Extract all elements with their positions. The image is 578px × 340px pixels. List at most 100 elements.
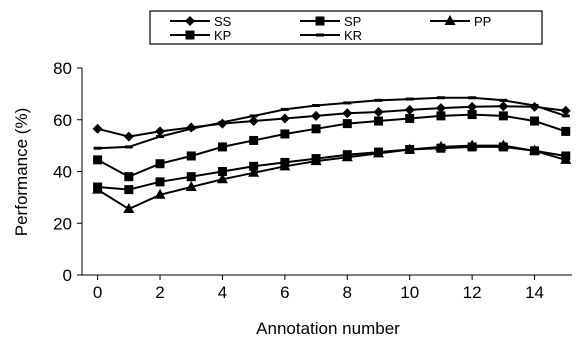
- data-point-ss: [311, 110, 322, 121]
- data-point-pp: [123, 203, 135, 214]
- data-point-kr: [218, 120, 227, 124]
- series-line-pp: [97, 144, 567, 211]
- data-point-kr: [249, 114, 258, 118]
- data-point-kp: [405, 113, 415, 123]
- y-tick-label: 40: [53, 163, 72, 182]
- data-point-ss: [404, 104, 415, 115]
- data-point-sp: [124, 185, 134, 195]
- legend-item-pp: PP: [430, 14, 491, 29]
- data-point-ss: [248, 116, 259, 127]
- legend-box: [149, 10, 543, 45]
- data-point-kr: [93, 146, 102, 150]
- series-line-kr: [97, 96, 567, 150]
- legend-label: KP: [214, 28, 231, 43]
- data-point-kr: [405, 97, 414, 101]
- data-point-pp: [310, 155, 322, 166]
- y-tick-label: 20: [53, 214, 72, 233]
- data-point-kp: [217, 142, 227, 152]
- data-point-kp: [93, 155, 103, 165]
- legend-item-kp: KP: [170, 28, 231, 43]
- series-kr: [93, 96, 570, 150]
- data-point-kp: [280, 129, 290, 139]
- legend-label: PP: [474, 14, 491, 29]
- data-point-pp: [216, 173, 228, 184]
- legend-label: SP: [344, 14, 361, 29]
- legend-item-sp: SP: [300, 14, 361, 29]
- data-point-kp: [373, 116, 383, 126]
- data-point-sp: [155, 177, 165, 187]
- series-pp: [92, 139, 572, 214]
- data-point-kp: [186, 151, 196, 161]
- data-point-kp: [342, 119, 352, 129]
- x-tick-label: 0: [93, 283, 102, 302]
- x-tick-label: 2: [155, 283, 164, 302]
- data-point-kp: [311, 124, 321, 134]
- legend-label: SS: [214, 14, 232, 29]
- data-point-pp: [529, 144, 541, 155]
- y-tick-label: 80: [53, 59, 72, 78]
- data-point-sp: [186, 172, 196, 182]
- data-point-pp: [185, 181, 197, 192]
- legend-marker: [185, 16, 195, 26]
- data-point-ss: [279, 113, 290, 124]
- data-point-kr: [343, 101, 352, 105]
- x-tick-label: 12: [463, 283, 482, 302]
- series-line-kp: [97, 113, 567, 178]
- data-point-ss: [92, 123, 103, 134]
- data-point-kp: [155, 159, 165, 169]
- x-tick-label: 4: [218, 283, 227, 302]
- data-point-pp: [404, 143, 416, 154]
- data-point-sp: [249, 161, 259, 171]
- legend-marker: [315, 16, 325, 26]
- legend-marker: [444, 15, 456, 25]
- series-line-sp: [97, 145, 566, 191]
- data-point-ss: [373, 106, 384, 117]
- data-point-ss: [560, 105, 571, 116]
- series-line-ss: [97, 105, 566, 138]
- data-point-kp: [530, 116, 540, 126]
- data-point-pp: [248, 166, 260, 177]
- data-point-ss: [498, 101, 509, 112]
- data-point-ss: [155, 126, 166, 137]
- legend-item-kr: KR: [300, 28, 362, 43]
- y-axis-label: Performance (%): [12, 108, 31, 236]
- data-point-kr: [312, 104, 321, 108]
- data-point-sp: [217, 167, 227, 176]
- data-point-kr: [156, 135, 165, 139]
- data-point-ss: [123, 131, 134, 142]
- data-point-pp: [372, 147, 384, 158]
- data-point-kp: [561, 126, 571, 136]
- legend: SS SP PP KP KR: [149, 10, 543, 45]
- x-tick-label: 14: [525, 283, 544, 302]
- data-point-pp: [154, 188, 166, 199]
- data-point-ss: [342, 108, 353, 119]
- x-tick-label: 8: [343, 283, 352, 302]
- data-point-kr: [499, 98, 508, 102]
- x-axis-label: Annotation number: [256, 319, 400, 338]
- x-tick-label: 6: [280, 283, 289, 302]
- plot-area: 0 2 4 6 8 10 12 14 0 20 40 60 80: [53, 59, 572, 302]
- y-tick-label: 0: [63, 266, 72, 285]
- data-point-kr: [280, 107, 289, 111]
- data-point-kp: [436, 111, 446, 121]
- legend-item-ss: SS: [170, 14, 232, 29]
- legend-marker: [316, 33, 324, 37]
- data-point-kp: [467, 110, 477, 120]
- data-point-kr: [530, 104, 539, 108]
- data-point-ss: [435, 103, 446, 114]
- x-tick-label: 10: [400, 283, 419, 302]
- data-point-pp: [466, 139, 478, 150]
- legend-marker: [185, 30, 195, 40]
- data-point-pp: [560, 153, 572, 164]
- data-point-kr: [187, 127, 196, 131]
- data-point-pp: [279, 160, 291, 171]
- data-point-kr: [374, 98, 383, 102]
- series-sp: [93, 142, 571, 195]
- data-point-pp: [435, 140, 447, 151]
- data-point-kp: [249, 135, 259, 145]
- data-point-kr: [468, 96, 477, 100]
- data-point-kr: [124, 145, 133, 149]
- data-point-kp: [124, 172, 134, 182]
- data-point-ss: [467, 101, 478, 112]
